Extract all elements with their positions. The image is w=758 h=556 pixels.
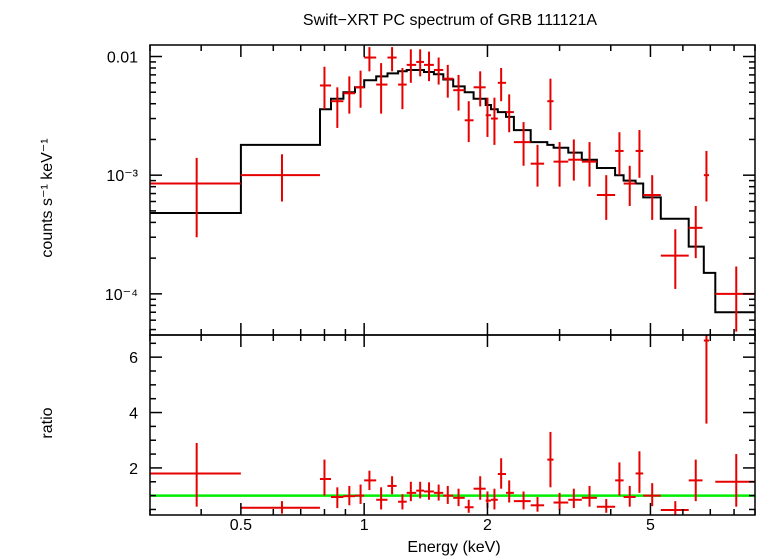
chart-title: Swift−XRT PC spectrum of GRB 111121A — [303, 12, 598, 29]
y-tick-label-spectrum: 10⁻⁴ — [105, 287, 138, 304]
y-tick-label-ratio: 4 — [129, 406, 138, 423]
y-tick-label-ratio: 6 — [129, 350, 138, 367]
y-axis-label-spectrum: counts s⁻¹ keV⁻¹ — [39, 138, 56, 257]
x-axis-label: Energy (keV) — [407, 539, 500, 556]
y-tick-label-spectrum: 0.01 — [107, 50, 138, 67]
x-tick-label: 1 — [360, 517, 369, 534]
y-tick-label-ratio: 2 — [129, 461, 138, 478]
x-tick-label: 2 — [483, 517, 492, 534]
x-tick-label: 0.5 — [230, 517, 252, 534]
plot-layer: 0.5 1 2 5 0.01 10⁻³ 10⁻⁴ 2 4 6 — [105, 44, 756, 534]
model-curve — [150, 69, 755, 314]
x-tick-label: 5 — [646, 517, 655, 534]
y-axis-label-ratio: ratio — [39, 407, 56, 438]
ratio-panel-frame — [149, 334, 756, 516]
y-tick-label-spectrum: 10⁻³ — [106, 168, 138, 185]
